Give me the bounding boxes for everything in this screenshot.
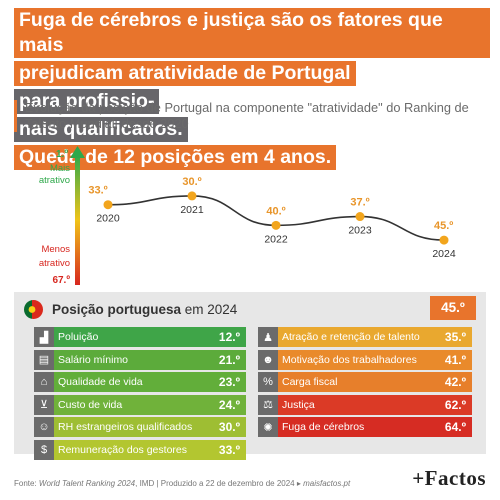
row-value: 12.º (218, 330, 240, 344)
data-point-2020 (103, 200, 113, 210)
data-label-2021: 30.º (182, 176, 201, 188)
row-label: Poluição (58, 331, 99, 343)
row-label: Custo de vida (58, 398, 123, 411)
row-left-0: ▟ Poluição 12.º (34, 327, 246, 347)
scale-arrow-icon (70, 146, 85, 158)
footer-prefix: Fonte: (14, 479, 39, 488)
data-point-2024 (439, 235, 449, 245)
rank-line-chart: 1.º Mais atrativo Menos atrativo 67.º 33… (39, 146, 456, 286)
row-value: 24.º (218, 397, 240, 412)
headline-line-2: prejudicam atratividade de Portugal (14, 61, 356, 86)
data-label-2020: 33.º (88, 185, 107, 197)
panel-title-rest: em 2024 (181, 302, 238, 317)
row-left-2: ⌂ Qualidade de vida 23.º (34, 372, 246, 392)
row-label: Salário mínimo (58, 353, 129, 366)
scale-top-label-1: Mais (50, 163, 70, 174)
row-value: 23.º (218, 375, 240, 389)
overall-rank-badge: 45.º (430, 296, 476, 320)
row-right-3: ⚖ Justiça 62.º (258, 394, 472, 415)
row-label: RH estrangeiros qualificados (58, 421, 193, 433)
row-value: 41.º (444, 352, 466, 367)
data-label-2022: 40.º (266, 205, 285, 217)
x-tick-2022: 2022 (264, 233, 288, 245)
data-point-2023 (355, 212, 365, 222)
panel-title: Posição portuguesa em 2024 (52, 302, 237, 317)
row-left-5: $ Remuneração dos gestores 33.º (34, 439, 246, 460)
row-left-3: ⊻ Custo de vida 24.º (34, 394, 246, 415)
moneybag-icon: $ (34, 439, 54, 460)
tax-icon: % (258, 372, 278, 392)
row-label: Qualidade de vida (58, 376, 143, 388)
headline-line-1: Fuga de cérebros e justiça são os fatore… (14, 8, 490, 58)
footer-site: maisfactos.pt (303, 479, 351, 488)
talent-icon: ♟ (258, 327, 278, 347)
x-tick-2021: 2021 (180, 204, 204, 216)
house-icon: ⌂ (34, 372, 54, 392)
scale-top-rank: 1.º (56, 149, 68, 160)
row-value: 21.º (218, 352, 240, 367)
chart-subtitle: Evolução da posição de Portugal na compo… (14, 100, 495, 132)
scales-icon: ⚖ (258, 394, 278, 415)
factory-icon: ▟ (34, 327, 54, 347)
money-icon: ▤ (34, 349, 54, 370)
row-right-1: ☻ Motivação dos trabalhadores 41.º (258, 349, 472, 370)
headline-line-4: nais qualificados. (14, 117, 188, 142)
footer-source: World Talent Ranking 2024 (38, 479, 136, 488)
data-point-2021 (187, 191, 197, 201)
scale-bottom-label-2: atrativo (39, 258, 70, 269)
breakdown-panel: Posição portuguesa em 2024 45.º ▟ Poluiçã… (14, 292, 486, 460)
scale-bottom-rank: 67.º (52, 275, 70, 286)
row-value: 64.º (444, 420, 466, 434)
row-label: Motivação dos trabalhadores (282, 353, 417, 366)
attractiveness-scale: 1.º Mais atrativo Menos atrativo 67.º (39, 146, 85, 286)
row-left-4: ☺ RH estrangeiros qualificados 30.º (34, 417, 246, 437)
row-label: Justiça (282, 398, 315, 411)
row-value: 35.º (444, 330, 466, 344)
row-right-2: % Carga fiscal 42.º (258, 372, 472, 392)
row-right-0: ♟ Atração e retenção de talento 35.º (258, 327, 472, 347)
panel-title-bold: Posição portuguesa (52, 302, 182, 317)
row-left-1: ▤ Salário mínimo 21.º (34, 349, 246, 370)
row-value: 30.º (218, 420, 240, 434)
row-value: 42.º (444, 375, 466, 389)
row-label: Carga fiscal (282, 376, 338, 388)
row-right-4: ✺ Fuga de cérebros 64.º (258, 417, 472, 437)
cart-icon: ⊻ (34, 394, 54, 415)
headline-line-5: Queda de 12 posições em 4 anos. (14, 145, 337, 170)
x-tick-2020: 2020 (96, 213, 120, 225)
data-label-2024: 45.º (434, 220, 453, 232)
row-value: 62.º (444, 397, 466, 412)
headline: Fuga de cérebros e justiça são os fatore… (14, 8, 490, 173)
row-label: Fuga de cérebros (282, 421, 365, 433)
x-tick-2024: 2024 (432, 248, 456, 260)
people-icon: ☺ (34, 417, 54, 437)
row-label: Atração e retenção de talento (282, 331, 420, 343)
scale-bar (75, 155, 80, 285)
brand-logo: +Factos (412, 466, 486, 490)
portugal-flag-icon (24, 300, 43, 319)
footer: Fonte: World Talent Ranking 2024, IMD | … (14, 479, 350, 488)
row-label: Remuneração dos gestores (58, 443, 187, 456)
row-value: 33.º (218, 442, 240, 457)
workers-icon: ☻ (258, 349, 278, 370)
data-label-2023: 37.º (350, 197, 369, 209)
data-point-2022 (271, 220, 281, 230)
scale-bottom-label-1: Menos (41, 244, 70, 255)
scale-top-label-2: atrativo (39, 175, 70, 186)
headline-line-3: para profissio- (14, 89, 160, 114)
brain-icon: ✺ (258, 417, 278, 437)
footer-rest: , IMD | Produzido a 22 de dezembro de 20… (135, 479, 304, 488)
x-tick-2023: 2023 (348, 225, 372, 237)
